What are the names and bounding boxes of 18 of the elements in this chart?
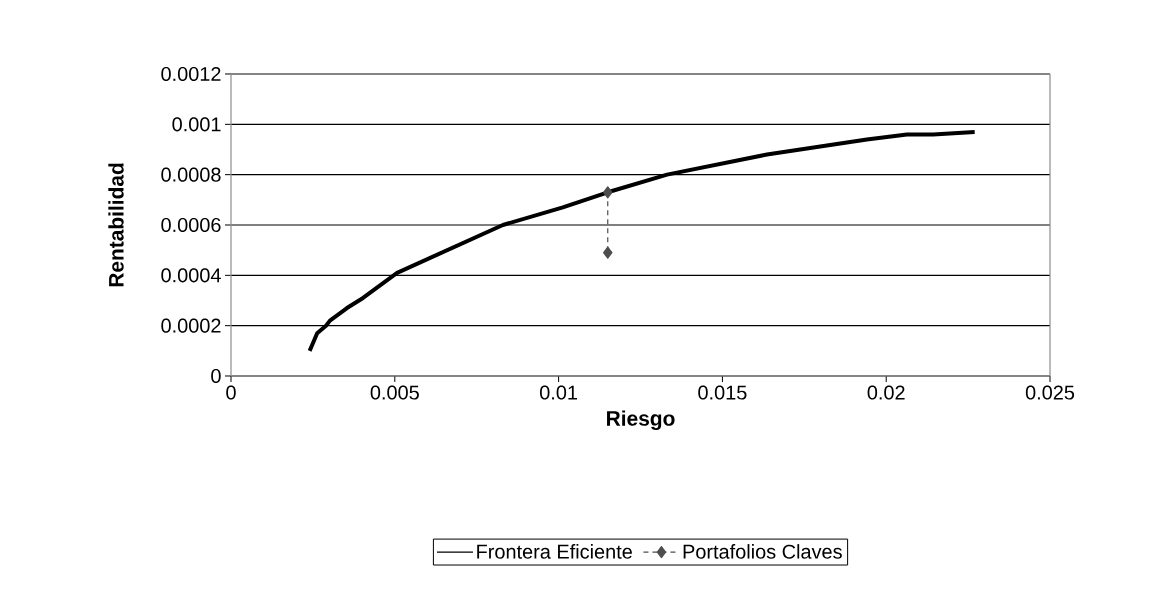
- x-axis-title: Riesgo: [607, 410, 675, 431]
- y-tick-label: 0.0012: [161, 66, 221, 82]
- y-tick-label: 0.001: [172, 117, 221, 132]
- y-tick-label: 0.0004: [161, 268, 221, 283]
- y-tick-label: 0.0002: [161, 318, 221, 333]
- legend-label: Portafolios Claves: [683, 544, 842, 559]
- x-tick-label: 0.02: [867, 385, 905, 400]
- legend-label: Frontera Eficiente: [477, 544, 632, 559]
- y-axis-title: Rentabilidad: [108, 163, 124, 287]
- x-tick-label: 0.015: [698, 385, 747, 400]
- x-tick-label: 0: [226, 385, 236, 400]
- y-tick-label: 0.0006: [161, 217, 221, 233]
- x-tick-label: 0.025: [1025, 385, 1075, 400]
- y-tick-label: 0: [211, 368, 221, 384]
- x-tick-label: 0.005: [370, 385, 419, 400]
- y-tick-label: 0.0008: [161, 167, 221, 182]
- line-series: [307, 129, 977, 353]
- x-tick-label: 0.01: [540, 385, 578, 400]
